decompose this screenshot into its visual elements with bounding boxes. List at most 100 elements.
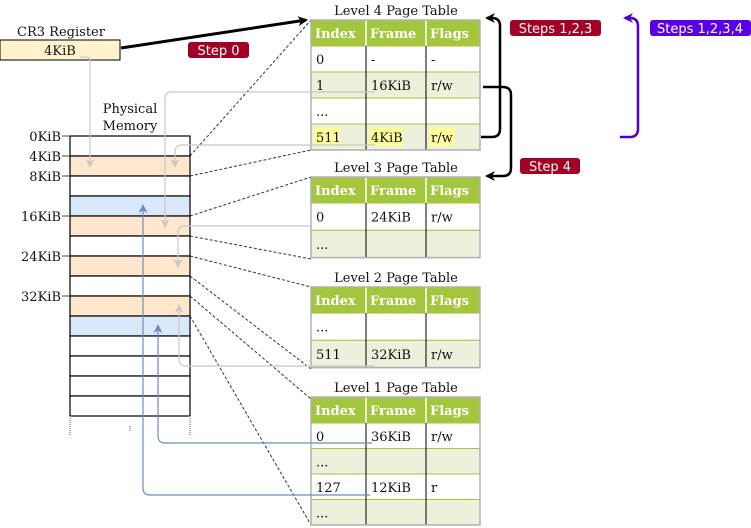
cell-flags: r/w — [431, 430, 453, 445]
cell-index: 0 — [316, 430, 324, 445]
memory-frame-7 — [69, 275, 191, 297]
cr3-title: CR3 Register — [17, 25, 106, 40]
table-border — [310, 19, 481, 151]
table-title: Level 4 Page Table — [334, 4, 458, 19]
column-header-flags: Flags — [430, 184, 469, 199]
memory-frame-2 — [69, 175, 191, 197]
steps123-badge — [510, 20, 601, 36]
steps1234-arrow — [620, 13, 640, 139]
table-location-dashed-line — [189, 295, 312, 400]
column-header-frame: Frame — [370, 184, 416, 199]
cell-frame: 24KiB — [371, 211, 411, 226]
cell-index: 0 — [316, 211, 324, 226]
step0-arrow — [120, 16, 308, 50]
cr3-value: 4KiB — [44, 44, 76, 59]
memory-title-line2: Memory — [103, 119, 158, 134]
page-tables: Level 4 Page Table Index Frame Flags 0 - - 1 16K… — [310, 4, 481, 526]
column-header-flags: Flags — [430, 27, 469, 42]
column-header-index: Index — [315, 294, 356, 309]
table-row: ... — [310, 229, 481, 259]
table-row: ... — [310, 448, 481, 475]
table-row: ... — [310, 312, 481, 341]
cell-index: 511 — [316, 348, 341, 363]
table-location-dashed-line — [189, 315, 312, 526]
memory-address-label: 4KiB — [29, 150, 61, 165]
cell-flags: r/w — [431, 131, 453, 146]
row-background — [310, 312, 481, 341]
table-location-dashed-line — [189, 255, 312, 288]
memory-frame-13 — [69, 395, 191, 417]
table-location-dashed-line — [189, 176, 312, 217]
l1-entry127-pointer-arrow — [138, 204, 370, 496]
l4-entry1-pointer-arrow — [160, 91, 375, 228]
memory-frame-5 — [69, 235, 191, 257]
memory-frame-4 — [69, 215, 191, 237]
cell-flags: r/w — [431, 348, 453, 363]
table-row: 511 32KiB r/w — [310, 339, 481, 369]
l1-frame-pointers — [138, 204, 372, 496]
column-header-flags: Flags — [430, 294, 469, 309]
column-header-frame: Frame — [370, 294, 416, 309]
row-background — [310, 422, 481, 449]
table-title: Level 3 Page Table — [334, 161, 458, 176]
row-background — [310, 97, 481, 125]
cell-frame: 4KiB — [371, 131, 403, 146]
memory-frame-12 — [69, 375, 191, 397]
cell-index: 511 — [316, 131, 341, 146]
level-1-page-table: Level 1 Page Table Index Frame Flags 0 36KiB r… — [310, 381, 481, 526]
cell-index: ... — [316, 238, 328, 253]
table-title: Level 2 Page Table — [334, 271, 458, 286]
steps123-arrow — [481, 13, 502, 139]
column-header-index: Index — [315, 184, 356, 199]
memory-address-label: 32KiB — [21, 290, 61, 305]
steps123-label: Steps 1,2,3 — [519, 22, 593, 37]
column-header-frame: Frame — [370, 27, 416, 42]
row-background — [310, 448, 481, 475]
row-background — [310, 202, 481, 231]
cell-highlight — [314, 128, 340, 146]
table-row: 1 16KiB r/w — [310, 71, 481, 99]
memory-frame-11 — [69, 355, 191, 377]
cell-frame: - — [371, 53, 375, 68]
row-background — [310, 229, 481, 259]
table-header — [311, 20, 480, 46]
table-header — [311, 287, 480, 313]
steps1234-badge — [650, 20, 751, 36]
l2-entry511-pointer-arrow — [174, 304, 375, 367]
cell-flags: - — [431, 53, 435, 68]
cell-highlight — [429, 128, 455, 146]
cr3-register-box — [0, 39, 121, 61]
cell-flags: r — [431, 481, 438, 496]
cell-frame: 32KiB — [371, 348, 411, 363]
level-3-page-table: Level 3 Page Table Index Frame Flags 0 24KiB r… — [310, 161, 481, 259]
table-border — [310, 396, 481, 526]
l4-entry511-pointer-arrow — [170, 144, 375, 168]
table-row: 127 12KiB r — [310, 473, 481, 500]
memory-frame-3 — [69, 195, 191, 217]
frame-pointers — [80, 56, 375, 367]
steps1234-label: Steps 1,2,3,4 — [657, 22, 743, 37]
cell-flags: r/w — [431, 211, 453, 226]
cell-highlight — [369, 128, 403, 146]
memory-frame-6 — [69, 255, 191, 277]
cell-frame: 12KiB — [371, 481, 411, 496]
table-location-lines — [189, 19, 312, 526]
table-row: 0 24KiB r/w — [310, 202, 481, 231]
cell-index: ... — [316, 506, 328, 521]
table-title: Level 1 Page Table — [334, 381, 458, 396]
step4-arrow — [483, 85, 513, 181]
step0-badge — [188, 42, 249, 58]
memory-frame-0 — [69, 135, 191, 157]
memory-frame-10 — [69, 335, 191, 357]
cell-frame: 16KiB — [371, 79, 411, 94]
column-header-flags: Flags — [430, 404, 469, 419]
step4-label: Step 4 — [529, 160, 571, 175]
row-background — [310, 499, 481, 526]
row-background — [310, 339, 481, 369]
cell-flags: r/w — [431, 79, 453, 94]
table-row: ... — [310, 97, 481, 125]
cell-index: ... — [316, 455, 328, 470]
table-border — [310, 286, 481, 369]
